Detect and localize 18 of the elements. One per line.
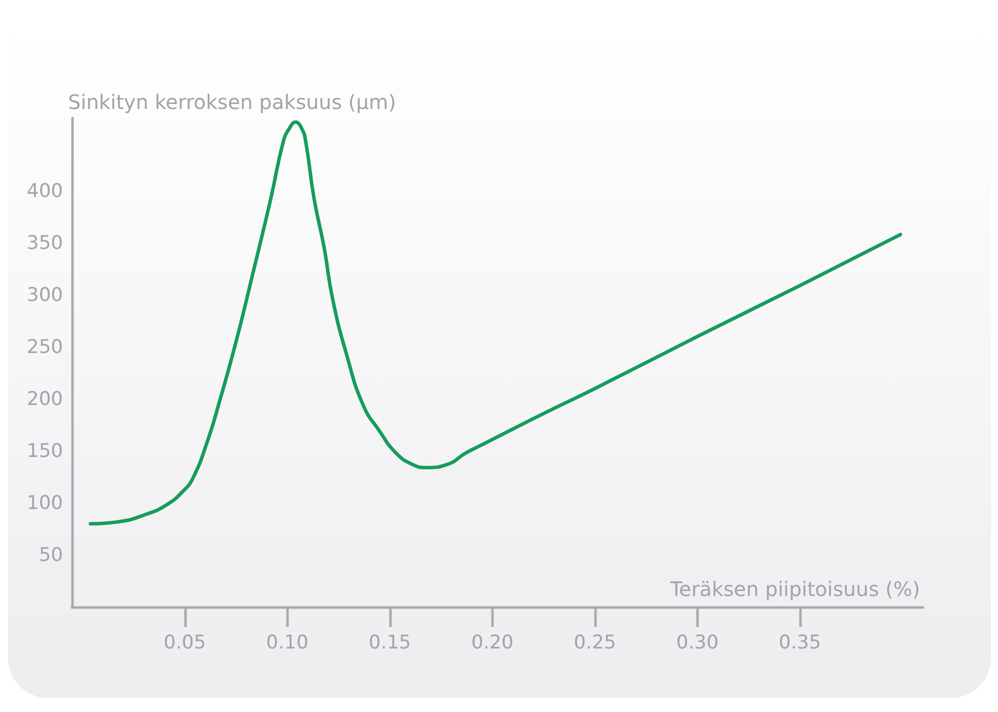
x-tick-label: 0.20 bbox=[471, 632, 514, 654]
y-axis-title: Sinkityn kerroksen paksuus (µm) bbox=[68, 90, 396, 114]
x-tick-label: 0.35 bbox=[778, 632, 822, 654]
x-tick-label: 0.25 bbox=[574, 632, 616, 654]
x-tick-label: 0.30 bbox=[676, 632, 719, 654]
x-axis-title: Teräksen piipitoisuus (%) bbox=[669, 577, 920, 601]
y-tick-label: 200 bbox=[26, 388, 63, 410]
x-tick-label: 0.10 bbox=[266, 632, 308, 654]
y-tick-label: 50 bbox=[38, 544, 63, 566]
y-tick-label: 350 bbox=[26, 232, 63, 254]
y-tick-label: 250 bbox=[26, 336, 63, 358]
x-tick-label: 0.05 bbox=[164, 632, 206, 654]
y-tick-label: 300 bbox=[26, 284, 63, 306]
y-tick-label: 400 bbox=[26, 180, 63, 202]
line-series bbox=[88, 120, 902, 526]
y-tick-label: 100 bbox=[26, 492, 63, 514]
x-tick-label: 0.15 bbox=[368, 632, 411, 654]
y-tick-label: 150 bbox=[26, 440, 63, 462]
